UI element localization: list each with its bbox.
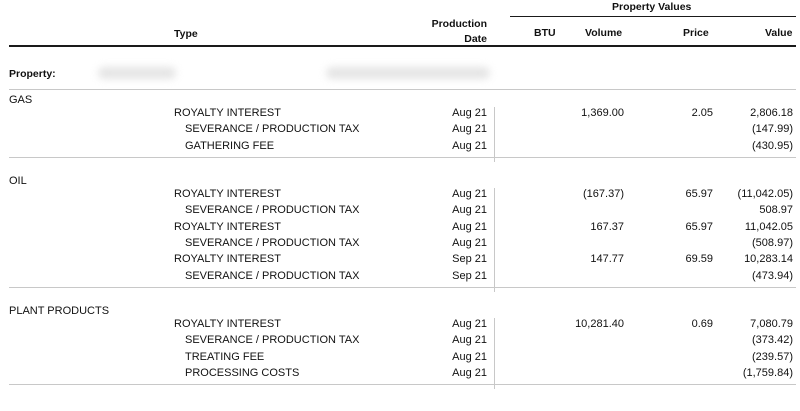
- header-btu: BTU: [534, 27, 556, 39]
- row-price: 2.05: [691, 107, 713, 119]
- row-type: GATHERING FEE: [185, 139, 275, 152]
- row-volume: 1,369.00: [581, 107, 624, 119]
- row-value: (147.99): [752, 123, 793, 136]
- row-production-date: Aug 21: [452, 236, 487, 249]
- header-volume: Volume: [585, 27, 623, 39]
- row-value: 11,042.05: [744, 220, 793, 233]
- row-value: (430.95): [752, 139, 793, 152]
- row-type: SEVERANCE / PRODUCTION TAX: [185, 334, 360, 347]
- row-production-date: Aug 21: [452, 123, 487, 136]
- property-label: Property:: [9, 68, 56, 80]
- row-price: 65.97: [685, 188, 713, 200]
- row-value: 10,283.14: [744, 253, 793, 266]
- header-price: Price: [683, 27, 709, 39]
- row-type: ROYALTY INTEREST: [174, 188, 281, 200]
- section-bottom-rule: [9, 286, 796, 288]
- header-bottom-rule: [9, 45, 796, 47]
- section-name: GAS: [9, 94, 33, 106]
- row-production-date: Aug 21: [452, 220, 487, 233]
- section-bottom-rule: [9, 384, 796, 386]
- property-values-group-title: Property Values: [612, 1, 692, 13]
- row-production-date: Sep 21: [452, 253, 487, 266]
- row-volume: 167.37: [590, 220, 624, 233]
- property-values-group-rule: [510, 16, 796, 17]
- row-type: SEVERANCE / PRODUCTION TAX: [185, 204, 360, 217]
- section-name: OIL: [9, 175, 27, 187]
- row-production-date: Sep 21: [452, 269, 487, 282]
- row-volume: (167.37): [583, 188, 624, 200]
- row-volume: 147.77: [590, 253, 624, 266]
- row-production-date: Aug 21: [452, 366, 487, 379]
- row-price: 69.59: [685, 253, 713, 266]
- row-type: PROCESSING COSTS: [185, 366, 300, 379]
- row-production-date: Aug 21: [452, 318, 487, 330]
- row-type: ROYALTY INTEREST: [174, 107, 281, 119]
- row-type: SEVERANCE / PRODUCTION TAX: [185, 269, 360, 282]
- row-price: 65.97: [685, 220, 713, 233]
- row-production-date: Aug 21: [452, 188, 487, 200]
- row-type: TREATING FEE: [185, 350, 265, 363]
- header-type: Type: [174, 28, 198, 40]
- row-value: 508.97: [759, 204, 793, 217]
- row-value: (508.97): [752, 236, 793, 249]
- section-name: PLANT PRODUCTS: [9, 305, 110, 317]
- row-value: (239.57): [752, 350, 793, 363]
- section-column-divider: [494, 188, 495, 292]
- row-production-date: Aug 21: [452, 334, 487, 347]
- row-value: 7,080.79: [750, 318, 793, 330]
- header-value: Value: [765, 27, 793, 39]
- section-column-divider: [494, 107, 495, 162]
- row-type: ROYALTY INTEREST: [174, 220, 281, 233]
- row-price: 0.69: [691, 318, 713, 330]
- row-type: ROYALTY INTEREST: [174, 318, 281, 330]
- redacted-property-number: [98, 67, 176, 79]
- row-production-date: Aug 21: [452, 139, 487, 152]
- row-production-date: Aug 21: [452, 350, 487, 363]
- row-type: ROYALTY INTEREST: [174, 253, 281, 266]
- row-type: SEVERANCE / PRODUCTION TAX: [185, 236, 360, 249]
- row-volume: 10,281.40: [575, 318, 624, 330]
- property-rule: [9, 89, 796, 90]
- header-date: Date: [464, 33, 487, 45]
- row-value: (473.94): [752, 269, 793, 282]
- row-value: 2,806.18: [750, 107, 793, 119]
- row-value: (373.42): [752, 334, 793, 347]
- redacted-property-name: [326, 67, 490, 79]
- row-production-date: Aug 21: [452, 107, 487, 119]
- section-column-divider: [494, 318, 495, 390]
- row-value: (11,042.05): [737, 188, 793, 200]
- section-bottom-rule: [9, 156, 796, 158]
- row-production-date: Aug 21: [452, 204, 487, 217]
- row-value: (1,759.84): [742, 366, 793, 379]
- row-type: SEVERANCE / PRODUCTION TAX: [185, 123, 360, 136]
- header-production: Production: [431, 18, 487, 30]
